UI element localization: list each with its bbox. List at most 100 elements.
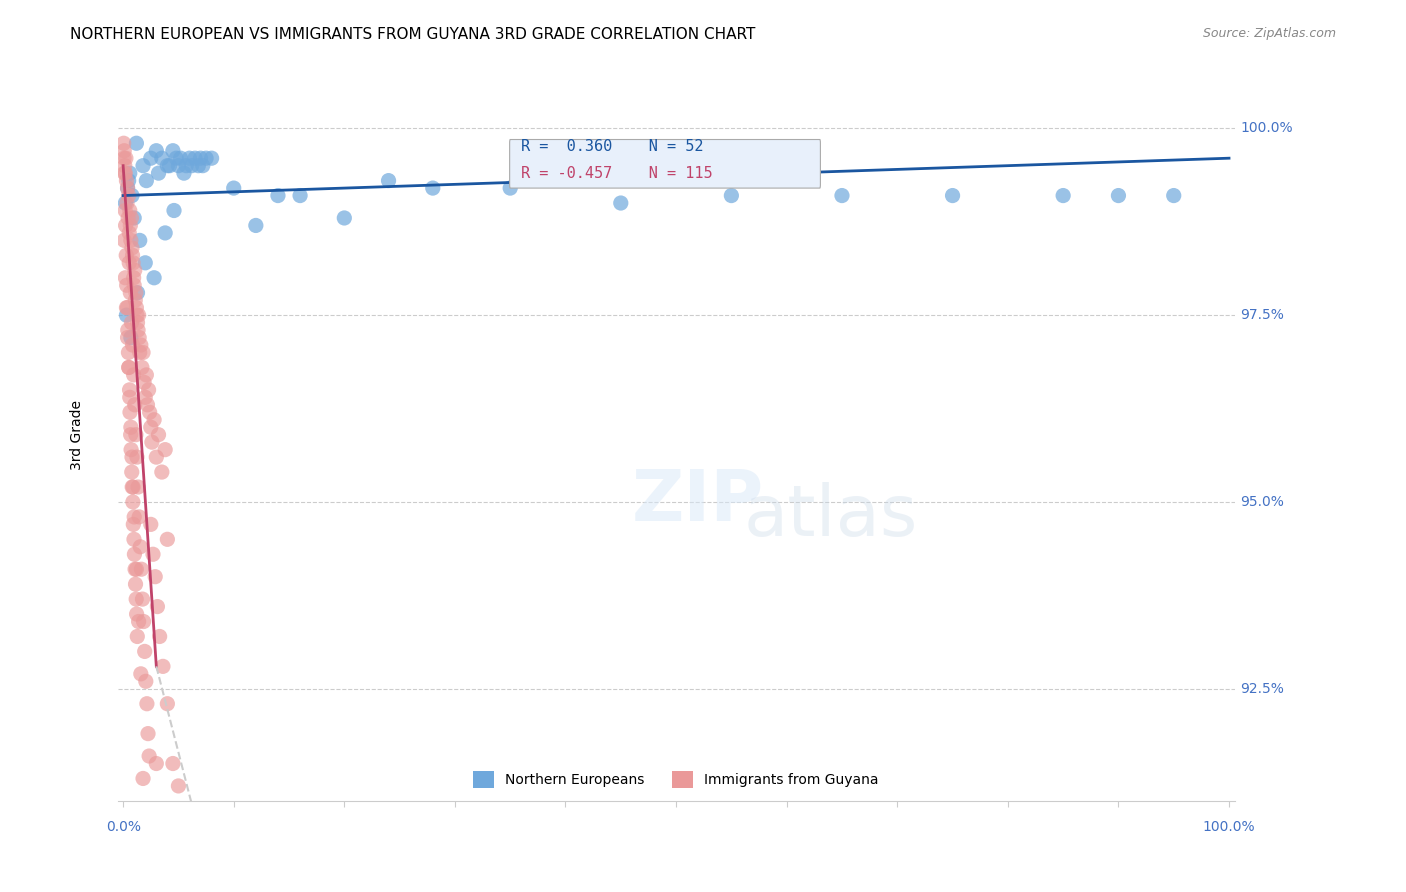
Point (114, 166, 136, 180)
Point (184, 151, 207, 165)
Point (132, 159, 155, 173)
Point (139, 517, 162, 532)
Point (131, 592, 153, 607)
Point (124, 577, 146, 591)
Point (139, 151, 162, 165)
Text: 97.5%: 97.5% (1240, 308, 1284, 322)
Point (115, 248, 138, 262)
Point (135, 173, 157, 187)
Point (122, 270, 145, 285)
Point (114, 159, 136, 173)
Point (121, 241, 143, 255)
Point (112, 144, 135, 158)
Point (143, 413, 166, 427)
Point (120, 427, 142, 442)
Point (122, 211, 145, 225)
Point (128, 330, 150, 344)
Point (120, 316, 142, 330)
Point (129, 666, 152, 681)
Point (152, 659, 174, 673)
Point (180, 159, 202, 173)
Point (1052, 188, 1074, 202)
Point (141, 435, 163, 450)
Point (112, 136, 135, 151)
Point (127, 480, 149, 494)
Point (167, 779, 190, 793)
Point (118, 360, 141, 375)
Point (117, 330, 139, 344)
Point (135, 697, 157, 711)
Point (156, 533, 179, 547)
Point (156, 697, 179, 711)
Point (122, 495, 145, 509)
Point (121, 338, 143, 352)
Text: Source: ZipAtlas.com: Source: ZipAtlas.com (1202, 27, 1336, 40)
Point (134, 390, 156, 404)
Text: 3rd Grade: 3rd Grade (70, 400, 84, 470)
Point (190, 151, 212, 165)
Point (138, 749, 160, 764)
Point (148, 166, 170, 180)
Point (131, 360, 153, 375)
Point (941, 188, 963, 202)
Point (114, 166, 136, 180)
Point (150, 151, 173, 165)
Point (118, 226, 141, 240)
Text: 95.0%: 95.0% (1240, 495, 1284, 509)
Point (117, 181, 139, 195)
Point (128, 234, 150, 248)
Point (201, 151, 224, 165)
Point (120, 330, 142, 344)
Point (222, 181, 245, 195)
Point (163, 203, 186, 218)
Point (135, 368, 157, 382)
Point (124, 263, 146, 277)
Point (333, 211, 356, 225)
Point (121, 480, 143, 494)
Point (118, 256, 141, 270)
Point (499, 181, 522, 195)
Point (153, 226, 176, 240)
Point (127, 323, 149, 337)
Point (145, 450, 167, 464)
Point (124, 398, 146, 412)
Point (124, 547, 146, 561)
Point (187, 159, 209, 173)
Point (120, 211, 142, 225)
Point (120, 219, 142, 233)
Point (115, 278, 138, 293)
Point (143, 570, 166, 584)
Point (138, 405, 160, 419)
Point (117, 323, 139, 337)
Point (191, 159, 214, 173)
Point (1163, 188, 1185, 202)
Point (132, 615, 155, 629)
Point (114, 203, 136, 218)
Point (179, 151, 201, 165)
Point (145, 144, 167, 158)
Point (135, 674, 157, 689)
Point (120, 285, 142, 300)
Point (121, 450, 143, 464)
Point (122, 533, 145, 547)
Point (118, 390, 141, 404)
Point (122, 368, 145, 382)
Point (117, 301, 139, 315)
Point (131, 562, 153, 576)
Point (122, 278, 145, 293)
Point (118, 405, 141, 419)
Point (120, 234, 142, 248)
Point (245, 219, 267, 233)
Point (125, 450, 148, 464)
Point (115, 196, 138, 211)
Point (125, 562, 148, 576)
Point (146, 599, 169, 614)
Point (118, 203, 141, 218)
Point (117, 211, 139, 225)
Point (831, 188, 853, 202)
Point (132, 345, 155, 359)
Point (117, 345, 139, 359)
Point (195, 151, 218, 165)
Text: 92.5%: 92.5% (1240, 681, 1284, 696)
Text: 100.0%: 100.0% (1240, 121, 1292, 136)
